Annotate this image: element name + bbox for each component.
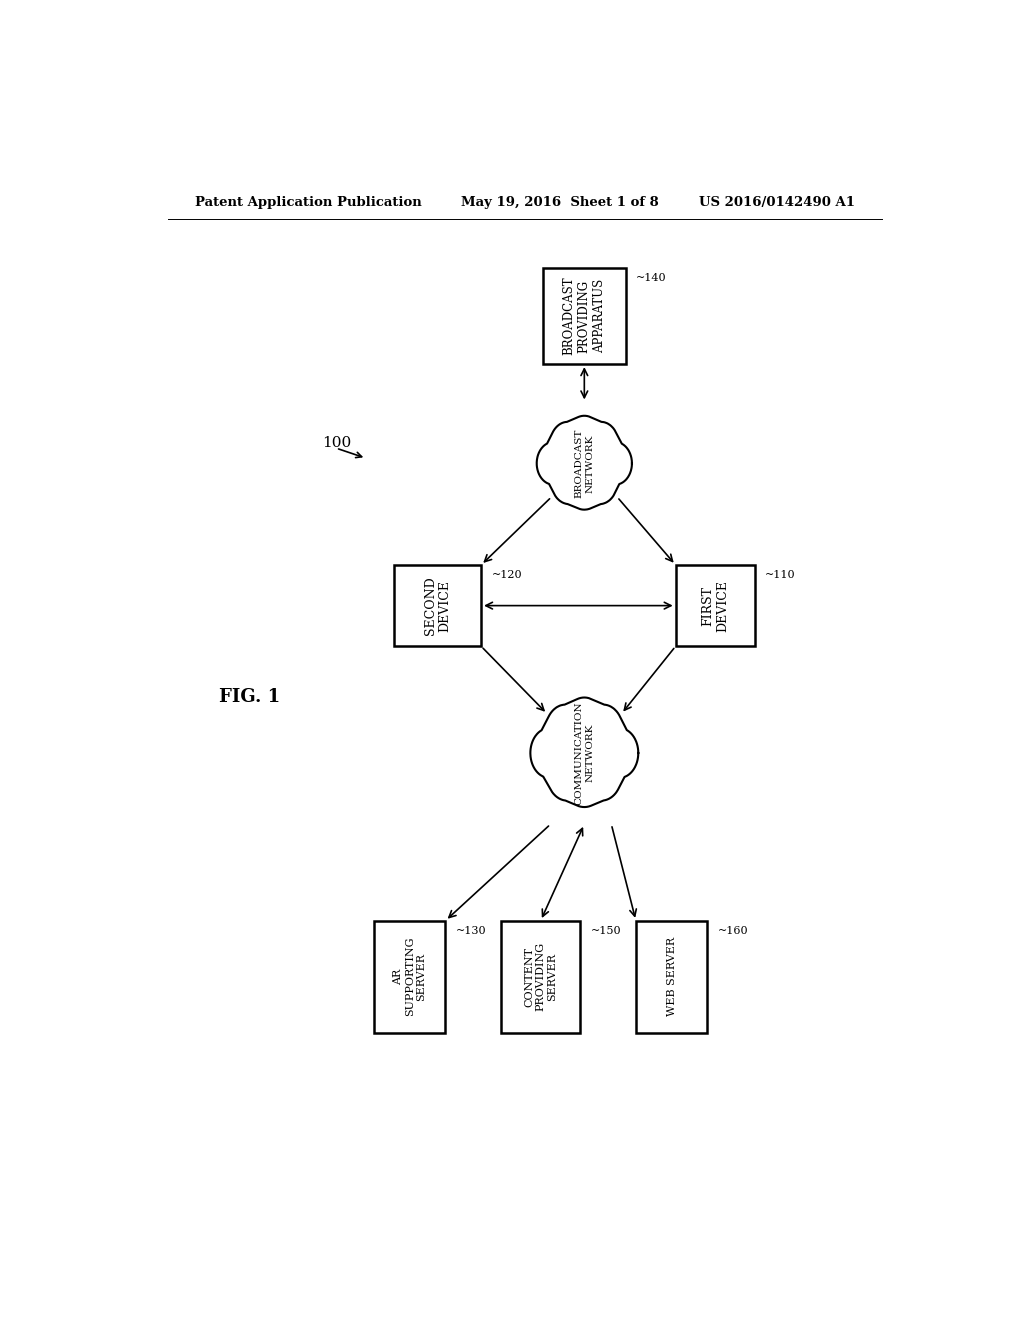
Text: 100: 100	[323, 436, 351, 450]
Text: COMMUNICATION
NETWORK: COMMUNICATION NETWORK	[574, 701, 594, 805]
Ellipse shape	[550, 422, 586, 469]
Bar	[636, 921, 708, 1032]
Text: May 19, 2016  Sheet 1 of 8: May 19, 2016 Sheet 1 of 8	[461, 195, 659, 209]
Ellipse shape	[537, 442, 570, 484]
Text: US 2016/0142490 A1: US 2016/0142490 A1	[699, 195, 855, 209]
Ellipse shape	[522, 399, 647, 528]
Ellipse shape	[547, 751, 588, 801]
Ellipse shape	[581, 751, 622, 801]
Bar	[676, 565, 755, 647]
Ellipse shape	[565, 463, 603, 510]
Ellipse shape	[563, 697, 606, 755]
Bar	[501, 921, 581, 1032]
Text: ~150: ~150	[591, 925, 622, 936]
Text: WEB SERVER: WEB SERVER	[667, 937, 677, 1016]
Ellipse shape	[530, 729, 568, 777]
Text: FIG. 1: FIG. 1	[219, 688, 281, 706]
Text: ~130: ~130	[456, 925, 486, 936]
Ellipse shape	[513, 678, 655, 828]
Text: BROADCAST
PROVIDING
APPARATUS: BROADCAST PROVIDING APPARATUS	[563, 277, 606, 355]
Text: AR
SUPPORTING
SERVER: AR SUPPORTING SERVER	[393, 937, 426, 1016]
Ellipse shape	[552, 462, 588, 504]
Ellipse shape	[583, 705, 624, 759]
Bar	[374, 921, 445, 1032]
Bar	[394, 565, 481, 647]
Ellipse shape	[545, 705, 586, 759]
Ellipse shape	[565, 416, 603, 465]
Text: SECOND
DEVICE: SECOND DEVICE	[424, 577, 452, 635]
Text: BROADCAST
NETWORK: BROADCAST NETWORK	[574, 429, 594, 498]
Text: ~110: ~110	[765, 570, 796, 579]
Ellipse shape	[563, 752, 606, 807]
Text: FIRST
DEVICE: FIRST DEVICE	[701, 579, 729, 631]
Text: ~160: ~160	[718, 925, 749, 936]
Text: Patent Application Publication: Patent Application Publication	[196, 195, 422, 209]
Text: CONTENT
PROVIDING
SERVER: CONTENT PROVIDING SERVER	[524, 942, 557, 1011]
Bar	[543, 268, 626, 364]
Text: ~140: ~140	[636, 273, 667, 282]
Ellipse shape	[600, 729, 638, 777]
Ellipse shape	[582, 462, 617, 504]
Ellipse shape	[583, 422, 618, 469]
Text: ~120: ~120	[492, 570, 522, 579]
Ellipse shape	[599, 442, 632, 484]
